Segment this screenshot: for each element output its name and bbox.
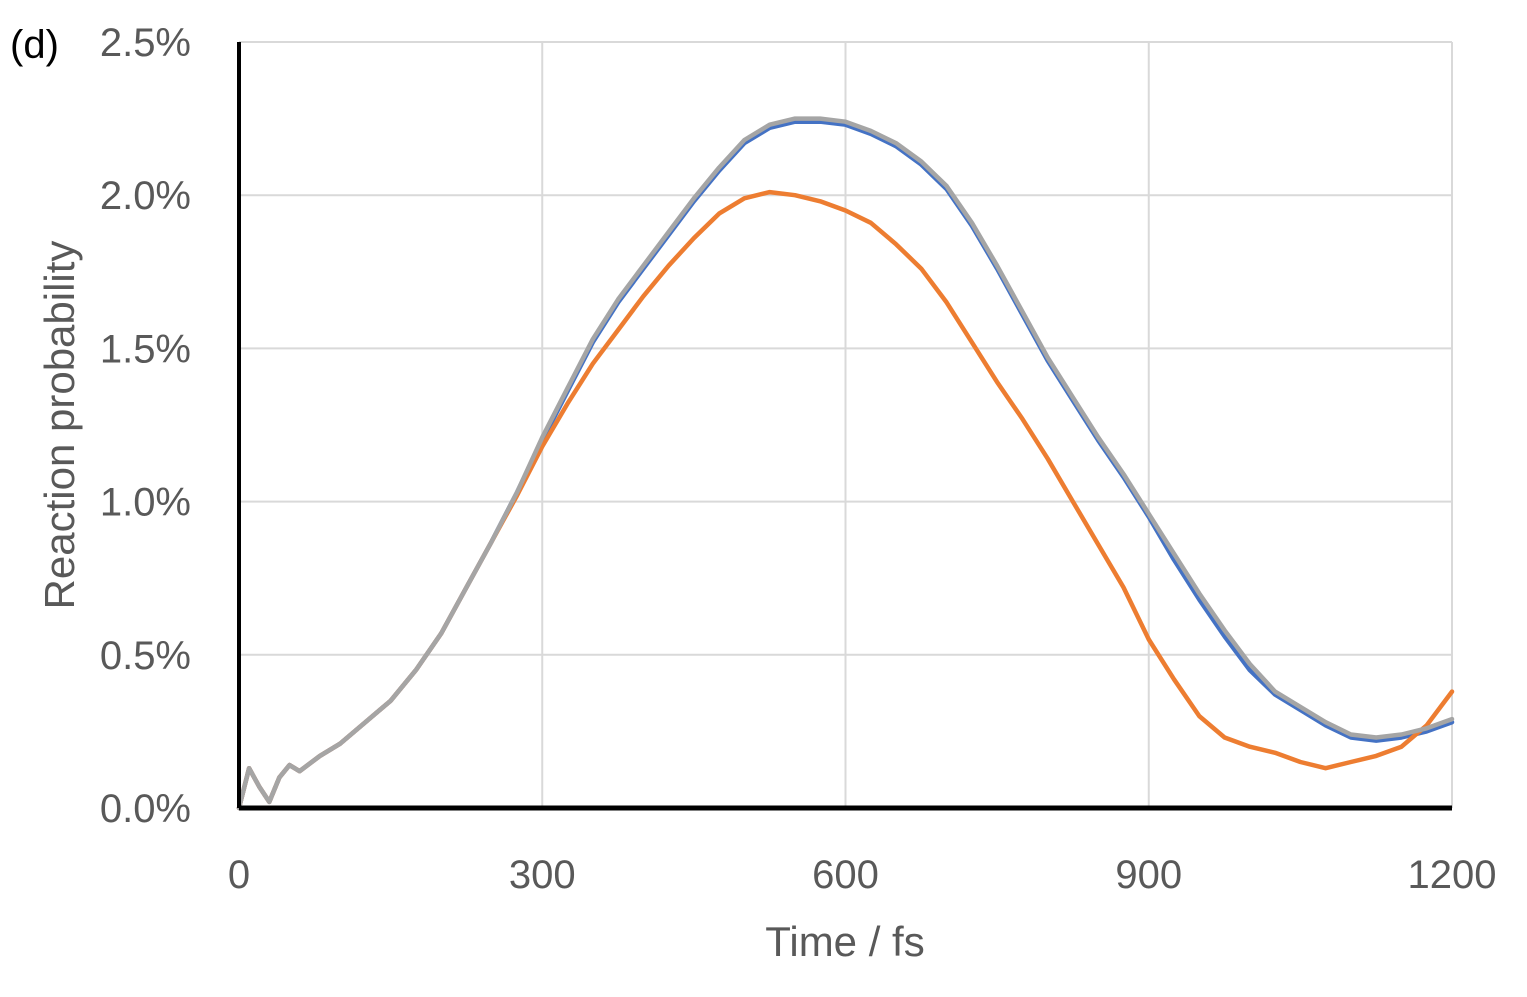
y-tick-labels: 0.0% 0.5% 1.0% 1.5% 2.0% 2.5% bbox=[100, 21, 191, 831]
x-tick-label: 300 bbox=[509, 853, 576, 897]
x-tick-label: 900 bbox=[1115, 853, 1182, 897]
y-tick-label: 0.0% bbox=[100, 787, 191, 831]
grid-lines bbox=[239, 41, 1453, 808]
y-tick-label: 1.0% bbox=[100, 481, 191, 525]
series-layer bbox=[236, 116, 1455, 811]
y-tick-label: 0.5% bbox=[100, 634, 191, 678]
x-tick-label: 1200 bbox=[1408, 853, 1497, 897]
x-tick-label: 0 bbox=[228, 853, 250, 897]
x-tick-label: 600 bbox=[812, 853, 879, 897]
x-tick-labels: 0 300 600 900 1200 bbox=[228, 853, 1497, 897]
y-axis-title: Reaction probability bbox=[36, 241, 83, 610]
y-tick-label: 2.0% bbox=[100, 174, 191, 218]
panel-label: (d) bbox=[10, 23, 59, 67]
series-line-gray bbox=[236, 116, 1455, 811]
x-axis-title: Time / fs bbox=[765, 918, 924, 965]
y-tick-label: 1.5% bbox=[100, 327, 191, 371]
y-tick-label: 2.5% bbox=[100, 21, 191, 65]
